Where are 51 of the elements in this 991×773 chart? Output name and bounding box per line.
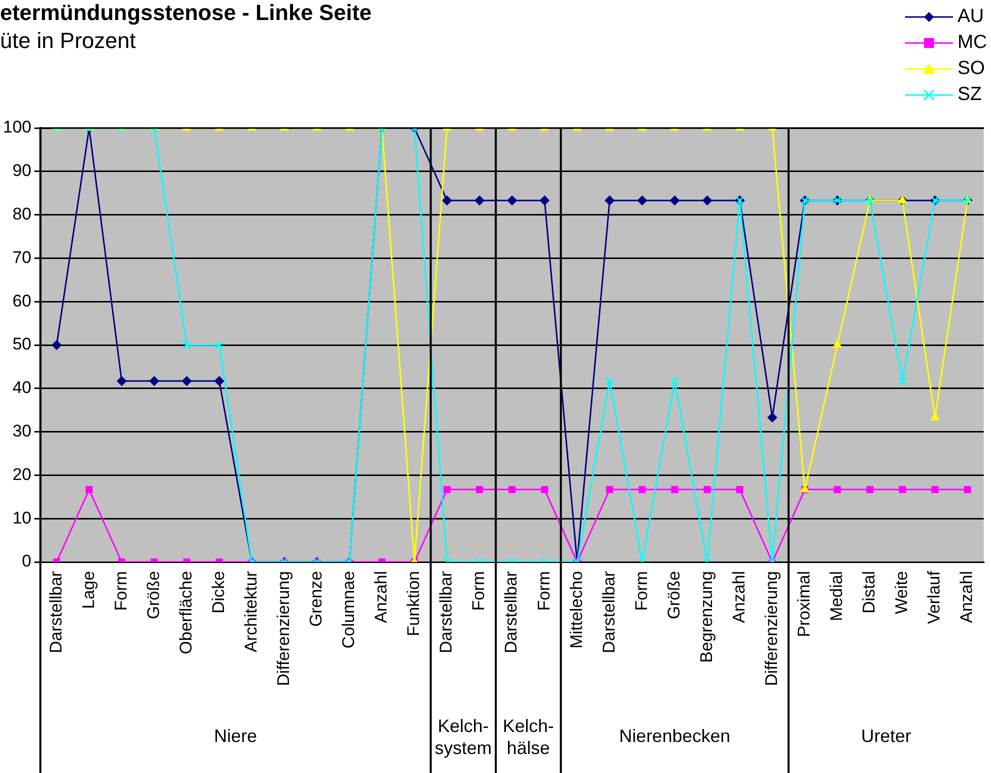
x-tick-label: Grenze — [306, 571, 326, 627]
legend-label: MC — [957, 31, 987, 55]
legend-label: AU — [957, 5, 984, 29]
x-tick-label: Mittelecho — [566, 571, 586, 649]
x-tick-label: Distal — [860, 571, 879, 614]
x-tick-label: Form — [632, 571, 651, 611]
y-tick-label: 0 — [22, 552, 32, 571]
x-tick-label: Architektur — [242, 570, 260, 652]
x-tick-label: Darstellbar — [436, 570, 456, 654]
y-tick-label: 80 — [12, 204, 32, 224]
x-tick-label: Darstellbar — [502, 570, 521, 654]
x-tick-label: Columnae — [339, 571, 358, 649]
x-tick-label: Verlauf — [924, 570, 944, 624]
x-tick-label: Anzahl — [729, 571, 748, 624]
x-tick-label: Form — [111, 571, 130, 611]
legend-label: SO — [957, 57, 985, 81]
x-tick-label: Differenzierung — [274, 571, 294, 686]
legend-label: SZ — [957, 83, 982, 107]
text: Ureter — [861, 726, 912, 746]
x-tick-label: Funktion — [404, 571, 424, 636]
x-tick-label: Darstellbar — [599, 570, 618, 654]
y-tick-label: 40 — [12, 378, 32, 398]
x-tick-label: Form — [534, 571, 554, 611]
text: Kelch-system — [434, 716, 492, 758]
x-tick-label: Medial — [827, 571, 846, 622]
chart-subtitle: üte in Prozent — [0, 28, 136, 54]
y-tick-label: 60 — [12, 291, 32, 310]
chart-title: etermündungsstenose - Linke Seite — [0, 0, 372, 26]
y-tick-label: 100 — [2, 118, 32, 137]
text: Kelch-hälse — [502, 716, 554, 758]
x-tick-label: Proximal — [794, 571, 814, 638]
x-tick-label: Begrenzung — [696, 571, 716, 663]
y-tick-label: 10 — [12, 508, 32, 528]
text: Nierenbecken — [619, 726, 730, 746]
x-tick-label: Form — [469, 571, 488, 611]
x-tick-label: Lage — [78, 571, 98, 609]
x-tick-label: Oberfläche — [176, 571, 196, 654]
x-tick-label: Dicke — [208, 571, 228, 614]
x-tick-label: Größe — [144, 571, 163, 620]
y-tick-label: 20 — [12, 464, 32, 484]
y-tick-label: 50 — [12, 334, 32, 354]
y-tick-label: 90 — [12, 161, 32, 180]
x-tick-label: Darstellbar — [46, 570, 66, 654]
x-tick-label: Differenzierung — [762, 571, 781, 686]
text: Niere — [214, 726, 258, 746]
x-tick-label: Anzahl — [957, 571, 976, 624]
x-tick-label: Anzahl — [372, 571, 391, 624]
y-tick-label: 70 — [12, 248, 32, 267]
y-tick-label: 30 — [12, 422, 32, 441]
x-tick-label: Weite — [892, 571, 912, 614]
x-tick-label: Größe — [664, 571, 684, 620]
